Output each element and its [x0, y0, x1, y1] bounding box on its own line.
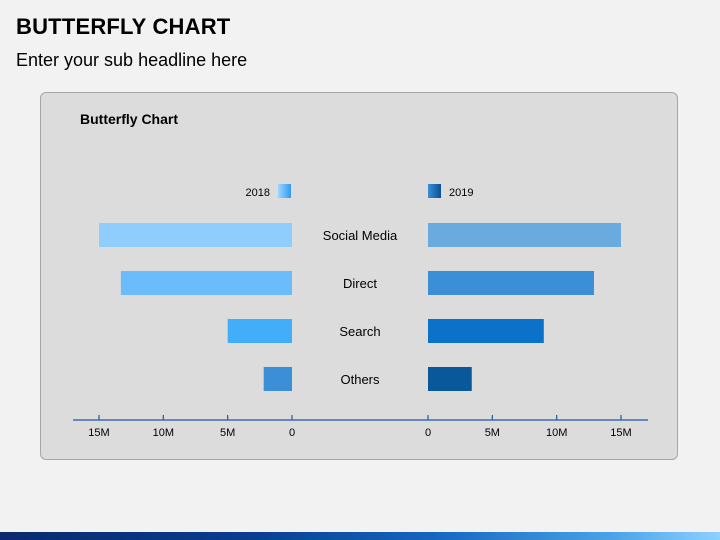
- bar-2018-3: [263, 367, 292, 391]
- tick-label-right: 15M: [610, 427, 631, 439]
- bar-2019-1: [428, 271, 594, 295]
- bar-2018-1: [120, 271, 292, 295]
- legend: 2018 2019: [246, 184, 473, 199]
- bar-2019-2: [428, 319, 544, 343]
- legend-swatch-2019: [428, 184, 441, 198]
- tick-label-right: 5M: [485, 427, 500, 439]
- bar-2019-3: [428, 367, 472, 391]
- legend-label-2018: 2018: [246, 187, 270, 199]
- bar-2019-0: [428, 223, 621, 247]
- tick-label-left: 15M: [88, 427, 109, 439]
- category-label: Direct: [343, 276, 377, 291]
- x-axis: 15M 10M 5M 0 0 5M 10M 15M: [73, 415, 648, 439]
- tick-label-right: 10M: [546, 427, 567, 439]
- category-label: Social Media: [323, 228, 398, 243]
- legend-swatch-2018: [278, 184, 291, 198]
- category-labels: Social Media Direct Search Others: [323, 228, 398, 387]
- chart-title: Butterfly Chart: [80, 111, 178, 127]
- tick-label-left: 0: [289, 427, 295, 439]
- bottom-accent-bar: [0, 532, 720, 540]
- category-label: Search: [339, 324, 380, 339]
- right-bars: [428, 223, 621, 391]
- bar-2018-2: [227, 319, 292, 343]
- page-subtitle: Enter your sub headline here: [16, 50, 248, 70]
- category-label: Others: [340, 372, 380, 387]
- tick-label-left: 10M: [153, 427, 174, 439]
- left-bars: [99, 223, 292, 391]
- butterfly-chart: Butterfly Chart 2018 2019 Social Media Dir…: [73, 111, 648, 439]
- tick-label-right: 0: [425, 427, 431, 439]
- chart-panel: Butterfly Chart 2018 2019 Social Media Dir…: [40, 92, 678, 460]
- bar-2018-0: [99, 223, 292, 247]
- legend-label-2019: 2019: [449, 187, 473, 199]
- page-title: BUTTERFLY CHART: [16, 14, 231, 39]
- tick-label-left: 5M: [220, 427, 235, 439]
